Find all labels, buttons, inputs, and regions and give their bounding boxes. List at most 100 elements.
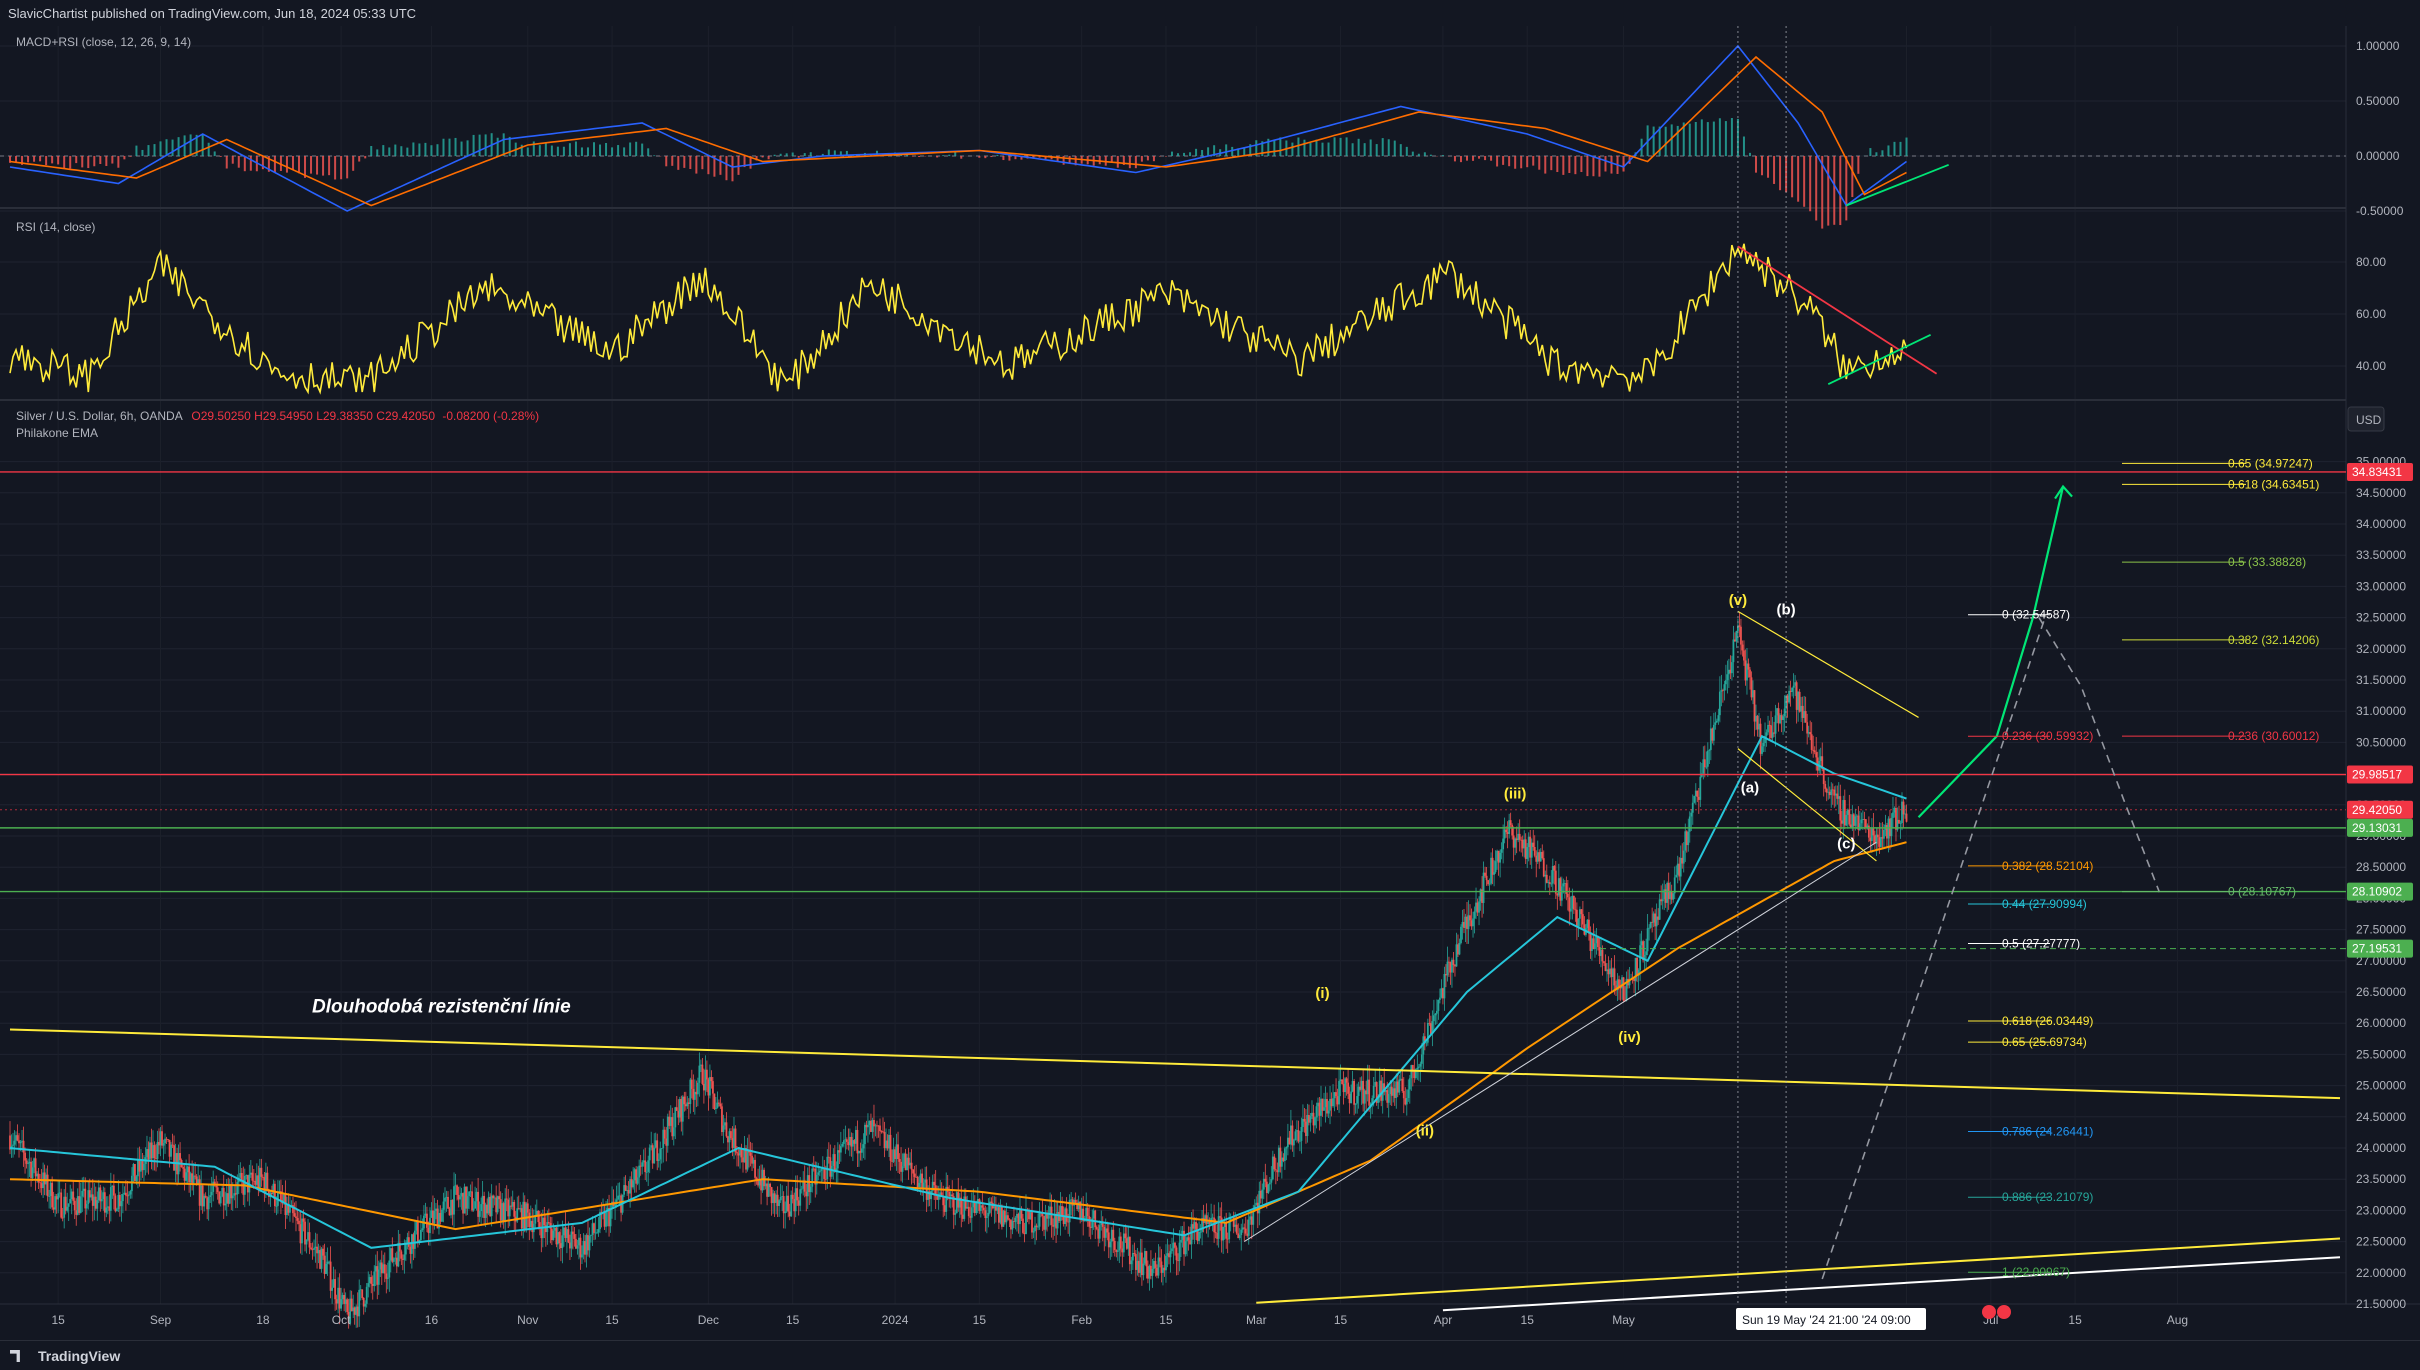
price-tick-label: 26.00000	[2356, 1016, 2406, 1030]
time-tick-label: 2024	[882, 1313, 909, 1327]
fib-retracement-label: 0.65 (25.69734)	[2002, 1035, 2087, 1049]
price-tick-label: 27.50000	[2356, 923, 2406, 937]
price-tick-label: 24.50000	[2356, 1110, 2406, 1124]
fib-extension-label: 0.618 (34.63451)	[2228, 477, 2319, 491]
time-tick-label: Apr	[1434, 1313, 1453, 1327]
macd-tick-label: -0.50000	[2356, 204, 2404, 218]
ohlc-open: O29.50250	[191, 409, 251, 423]
chart-canvas[interactable]: 0 (32.54587) 0.236 (30.59932) 0.382 (28.52…	[0, 26, 2420, 1340]
time-tick-label: 15	[51, 1313, 65, 1327]
tradingview-mark-icon	[10, 1350, 32, 1362]
rsi-tick-label: 60.00	[2356, 307, 2386, 321]
ohlc-change: -0.08200 (-0.28%)	[442, 409, 539, 423]
price-tick-label: 23.00000	[2356, 1203, 2406, 1217]
resistance-annotation: Dlouhodobá rezistenční línie	[312, 996, 571, 1017]
publisher-header: SlavicChartist published on TradingView.…	[0, 0, 2420, 26]
macd-tick-label: 0.00000	[2356, 149, 2400, 163]
fib-retracement-label: 0.382 (28.52104)	[2002, 859, 2093, 873]
time-tick-label: Feb	[1071, 1313, 1092, 1327]
price-tick-label: 30.50000	[2356, 735, 2406, 749]
time-tick-label: 15	[1334, 1313, 1348, 1327]
macd-tick-label: 1.00000	[2356, 39, 2400, 53]
ohlc-close: C29.42050	[376, 409, 435, 423]
price-tick-label: 25.00000	[2356, 1079, 2406, 1093]
fib-retracement-label: 0.786 (24.26441)	[2002, 1125, 2093, 1139]
time-tick-label: Oct	[332, 1313, 351, 1327]
wave-label: (c)	[1837, 835, 1855, 852]
crosshair-time-label: Sun 19 May '24 21:00 '24 09:00	[1742, 1313, 1911, 1327]
price-tick-label: 28.50000	[2356, 860, 2406, 874]
wave-label: (i)	[1315, 985, 1329, 1002]
price-tick-label: 34.00000	[2356, 517, 2406, 531]
time-tick-label: 15	[1159, 1313, 1173, 1327]
macd-tick-label: 0.50000	[2356, 94, 2400, 108]
price-tick-label: 31.00000	[2356, 704, 2406, 718]
price-tag-label: 27.19531	[2352, 942, 2402, 956]
price-tick-label: 22.50000	[2356, 1235, 2406, 1249]
time-tick-label: Nov	[517, 1313, 538, 1327]
fib-extension-label: 0.5 (33.38828)	[2228, 555, 2306, 569]
ohlc-high: H29.54950	[254, 409, 313, 423]
fib-retracement-label: 0.236 (30.59932)	[2002, 729, 2093, 743]
time-tick-label: 15	[1521, 1313, 1535, 1327]
fib-retracement-label: 0.618 (26.03449)	[2002, 1014, 2093, 1028]
price-tag-label: 29.98517	[2352, 768, 2402, 782]
macd-panel-label: MACD+RSI (close, 12, 26, 9, 14)	[16, 35, 191, 49]
price-tick-label: 34.50000	[2356, 486, 2406, 500]
wave-label: (v)	[1729, 592, 1747, 609]
time-tick-label: Mar	[1246, 1313, 1267, 1327]
time-tick-label: Dec	[698, 1313, 719, 1327]
event-marker-icon	[1997, 1305, 2011, 1319]
price-tick-label: 25.50000	[2356, 1047, 2406, 1061]
time-tick-label: 15	[605, 1313, 619, 1327]
time-tick-label: Sep	[150, 1313, 172, 1327]
fib-retracement-label: 1 (22.00967)	[2002, 1265, 2070, 1279]
fib-extension-label: 0.382 (32.14206)	[2228, 633, 2319, 647]
price-tick-label: 33.00000	[2356, 579, 2406, 593]
price-tick-label: 32.00000	[2356, 642, 2406, 656]
rsi-panel-label: RSI (14, close)	[16, 220, 95, 234]
price-tick-label: 31.50000	[2356, 673, 2406, 687]
wave-label: (a)	[1741, 779, 1759, 796]
time-tick-label: Aug	[2167, 1313, 2188, 1327]
indicator-label: Philakone EMA	[16, 426, 98, 440]
tradingview-logo[interactable]: TradingView	[10, 1348, 120, 1364]
price-panel-label: Silver / U.S. Dollar, 6h, OANDA O29.5025…	[16, 409, 539, 423]
price-tick-label: 23.50000	[2356, 1172, 2406, 1186]
time-tick-label: May	[1612, 1313, 1635, 1327]
brand-text: TradingView	[38, 1348, 120, 1364]
fib-retracement-label: 0 (32.54587)	[2002, 608, 2070, 622]
event-marker-icon	[1982, 1305, 1996, 1319]
fib-extension-label: 0.65 (34.97247)	[2228, 456, 2313, 470]
price-tag-label: 29.13031	[2352, 821, 2402, 835]
fib-retracement-label: 0.5 (27.27777)	[2002, 936, 2080, 950]
price-tag-label: 34.83431	[2352, 465, 2402, 479]
price-tick-label: 26.50000	[2356, 985, 2406, 999]
rsi-tick-label: 80.00	[2356, 255, 2386, 269]
price-tick-label: 24.00000	[2356, 1141, 2406, 1155]
price-tick-label: 33.50000	[2356, 548, 2406, 562]
ohlc-low: L29.38350	[316, 409, 373, 423]
footer: TradingView	[0, 1340, 2420, 1370]
wave-label: (iv)	[1618, 1029, 1641, 1046]
wave-label: (ii)	[1416, 1123, 1434, 1140]
rsi-tick-label: 40.00	[2356, 359, 2386, 373]
symbol-label: Silver / U.S. Dollar, 6h, OANDA	[16, 409, 183, 423]
time-tick-label: 15	[973, 1313, 987, 1327]
price-tag-label: 28.10902	[2352, 885, 2402, 899]
price-tag-label: 29.42050	[2352, 803, 2402, 817]
wave-label: (iii)	[1504, 786, 1527, 803]
fib-retracement-label: 0.886 (23.21079)	[2002, 1190, 2093, 1204]
time-tick-label: 15	[2068, 1313, 2082, 1327]
fib-retracement-label: 0.44 (27.90994)	[2002, 897, 2087, 911]
time-tick-label: 15	[786, 1313, 800, 1327]
time-tick-label: 16	[425, 1313, 439, 1327]
currency-label[interactable]: USD	[2356, 413, 2382, 427]
price-tick-label: 32.50000	[2356, 611, 2406, 625]
price-tick-label: 22.00000	[2356, 1266, 2406, 1280]
price-tick-label: 21.50000	[2356, 1297, 2406, 1311]
wave-label: (b)	[1777, 601, 1796, 618]
publisher-text: SlavicChartist published on TradingView.…	[8, 6, 416, 21]
fib-extension-label: 0.236 (30.60012)	[2228, 729, 2319, 743]
time-tick-label: 18	[256, 1313, 270, 1327]
